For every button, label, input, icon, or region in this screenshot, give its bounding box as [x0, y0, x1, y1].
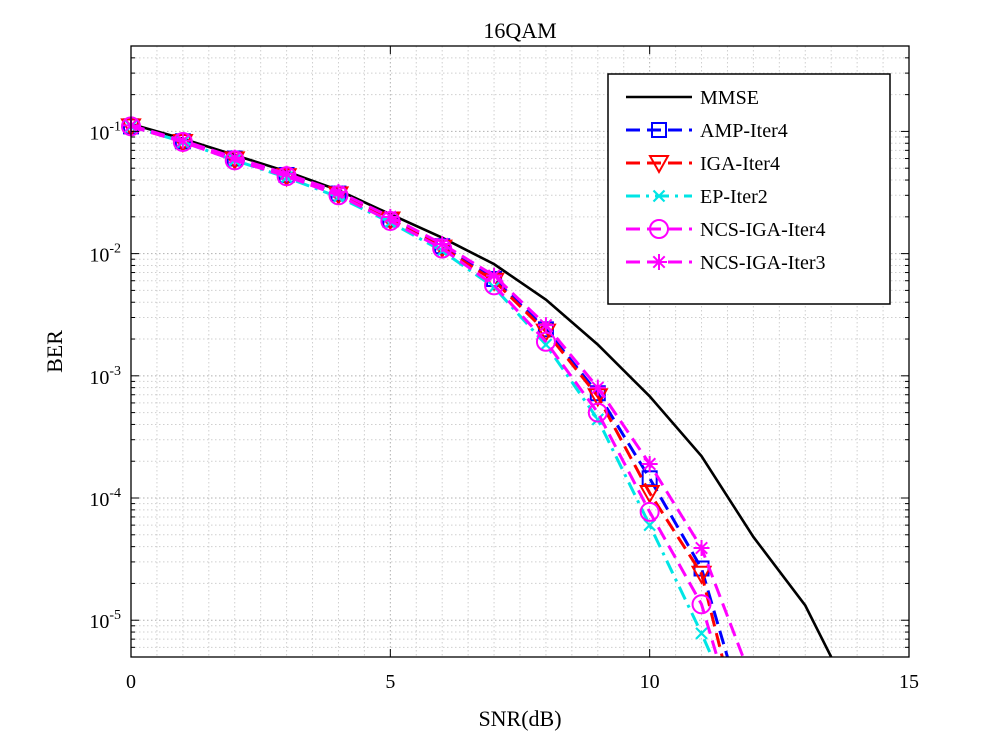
data-point	[591, 413, 605, 426]
series-line	[130, 122, 833, 658]
data-point	[382, 208, 399, 225]
legend-label: NCS-IGA-Iter3	[700, 252, 826, 274]
data-point	[330, 183, 347, 200]
legend-label: MMSE	[700, 87, 759, 109]
data-point	[690, 565, 713, 585]
x-tick-label: 5	[385, 671, 395, 693]
legend-marker	[649, 219, 669, 239]
y-tick-label: 10-1	[89, 119, 121, 144]
legend-label: EP-Iter2	[700, 186, 768, 208]
series-mmse	[130, 122, 833, 658]
y-tick-label: 10-5	[89, 608, 121, 633]
legend-marker	[651, 254, 667, 270]
data-point	[693, 539, 710, 556]
legend-label: AMP-Iter4	[700, 120, 788, 142]
data-point	[587, 402, 608, 423]
legend-marker	[648, 155, 670, 175]
data-point	[486, 267, 503, 284]
data-point	[695, 627, 708, 640]
legend-item: MMSE	[626, 87, 759, 109]
data-point	[278, 165, 295, 182]
legend-marker	[652, 189, 666, 203]
legend-item: NCS-IGA-Iter3	[626, 252, 826, 274]
legend-label: IGA-Iter4	[700, 153, 780, 175]
data-point	[174, 132, 191, 149]
legend-item: IGA-Iter4	[626, 153, 780, 175]
data-point	[589, 379, 606, 396]
legend-item: EP-Iter2	[626, 186, 768, 208]
data-point	[537, 317, 554, 334]
legend-item: NCS-IGA-Iter4	[626, 219, 826, 241]
y-tick-label: 10-4	[89, 486, 121, 511]
x-tick-label: 15	[899, 671, 919, 693]
data-point	[639, 501, 660, 522]
data-point	[691, 594, 712, 615]
legend: MMSE AMP-Iter4 IGA-Iter4 EP-Iter2 NCS-IGA-It…	[607, 73, 891, 305]
data-point	[539, 338, 553, 351]
y-tick-label: 10-3	[89, 364, 121, 389]
plot-frame	[130, 45, 910, 658]
x-tick-label: 0	[126, 671, 136, 693]
x-axis-label: SNR(dB)	[478, 706, 561, 731]
y-axis-label: BER	[42, 330, 67, 373]
series-layer	[120, 116, 833, 658]
legend-marker	[651, 122, 667, 138]
data-point	[638, 484, 661, 504]
data-point	[434, 235, 451, 252]
data-point	[226, 149, 243, 166]
x-tick-label: 10	[640, 671, 660, 693]
legend-item: AMP-Iter4	[626, 120, 788, 142]
ticks: 0 5 10 15 10-5 10-4 10-3 10-2 10-1	[89, 46, 919, 693]
chart-title: 16QAM	[483, 18, 556, 43]
data-point	[641, 455, 658, 472]
legend-label: NCS-IGA-Iter4	[700, 219, 826, 241]
y-tick-label: 10-2	[89, 242, 121, 267]
